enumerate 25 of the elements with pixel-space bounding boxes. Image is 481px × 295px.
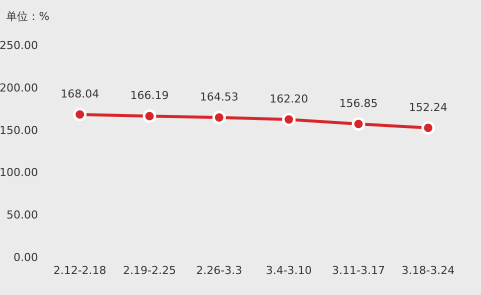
data-label: 156.85 bbox=[339, 96, 378, 110]
y-tick-label: 200.00 bbox=[0, 81, 38, 94]
data-label: 152.24 bbox=[408, 100, 448, 114]
y-axis-title: 单位：% bbox=[6, 10, 50, 23]
y-tick-label: 100.00 bbox=[0, 166, 38, 180]
point bbox=[421, 121, 435, 135]
data-label: 166.19 bbox=[130, 89, 169, 102]
x-tick-label: 3.4-3.10 bbox=[266, 264, 312, 277]
point bbox=[73, 108, 87, 122]
data-label: 164.53 bbox=[200, 90, 238, 104]
y-tick-label: 50.00 bbox=[6, 208, 38, 222]
data-label: 168.04 bbox=[60, 88, 100, 100]
x-tick-label: 2.19-2.25 bbox=[123, 264, 176, 277]
x-tick-label: 2.12-2.18 bbox=[53, 264, 106, 277]
point bbox=[282, 112, 296, 126]
y-tick-label: 0.00 bbox=[14, 251, 38, 264]
point bbox=[212, 110, 226, 124]
data-label: 162.20 bbox=[270, 92, 308, 106]
x-tick-label: 3.18-3.24 bbox=[402, 264, 455, 277]
x-tick-label: 2.26-3.3 bbox=[196, 264, 242, 277]
y-tick-label: 150.00 bbox=[0, 124, 38, 137]
y-tick-label: 250.00 bbox=[0, 39, 38, 52]
x-tick-label: 3.11-3.17 bbox=[332, 264, 385, 277]
point bbox=[142, 109, 156, 123]
point bbox=[352, 117, 366, 131]
